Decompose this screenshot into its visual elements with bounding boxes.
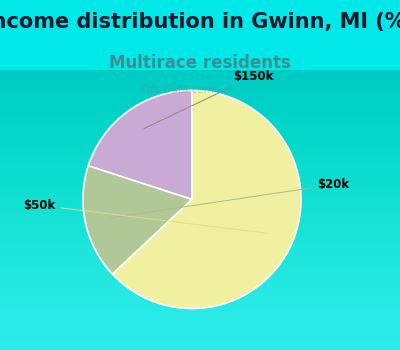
Text: $20k: $20k [111,178,349,218]
Text: City-Data.com: City-Data.com [140,85,215,96]
Wedge shape [83,166,192,274]
Wedge shape [112,90,301,309]
Text: Multirace residents: Multirace residents [109,54,291,72]
Text: $50k: $50k [23,199,268,233]
Wedge shape [88,90,192,199]
Text: $150k: $150k [144,70,273,129]
Text: Income distribution in Gwinn, MI (%): Income distribution in Gwinn, MI (%) [0,12,400,32]
